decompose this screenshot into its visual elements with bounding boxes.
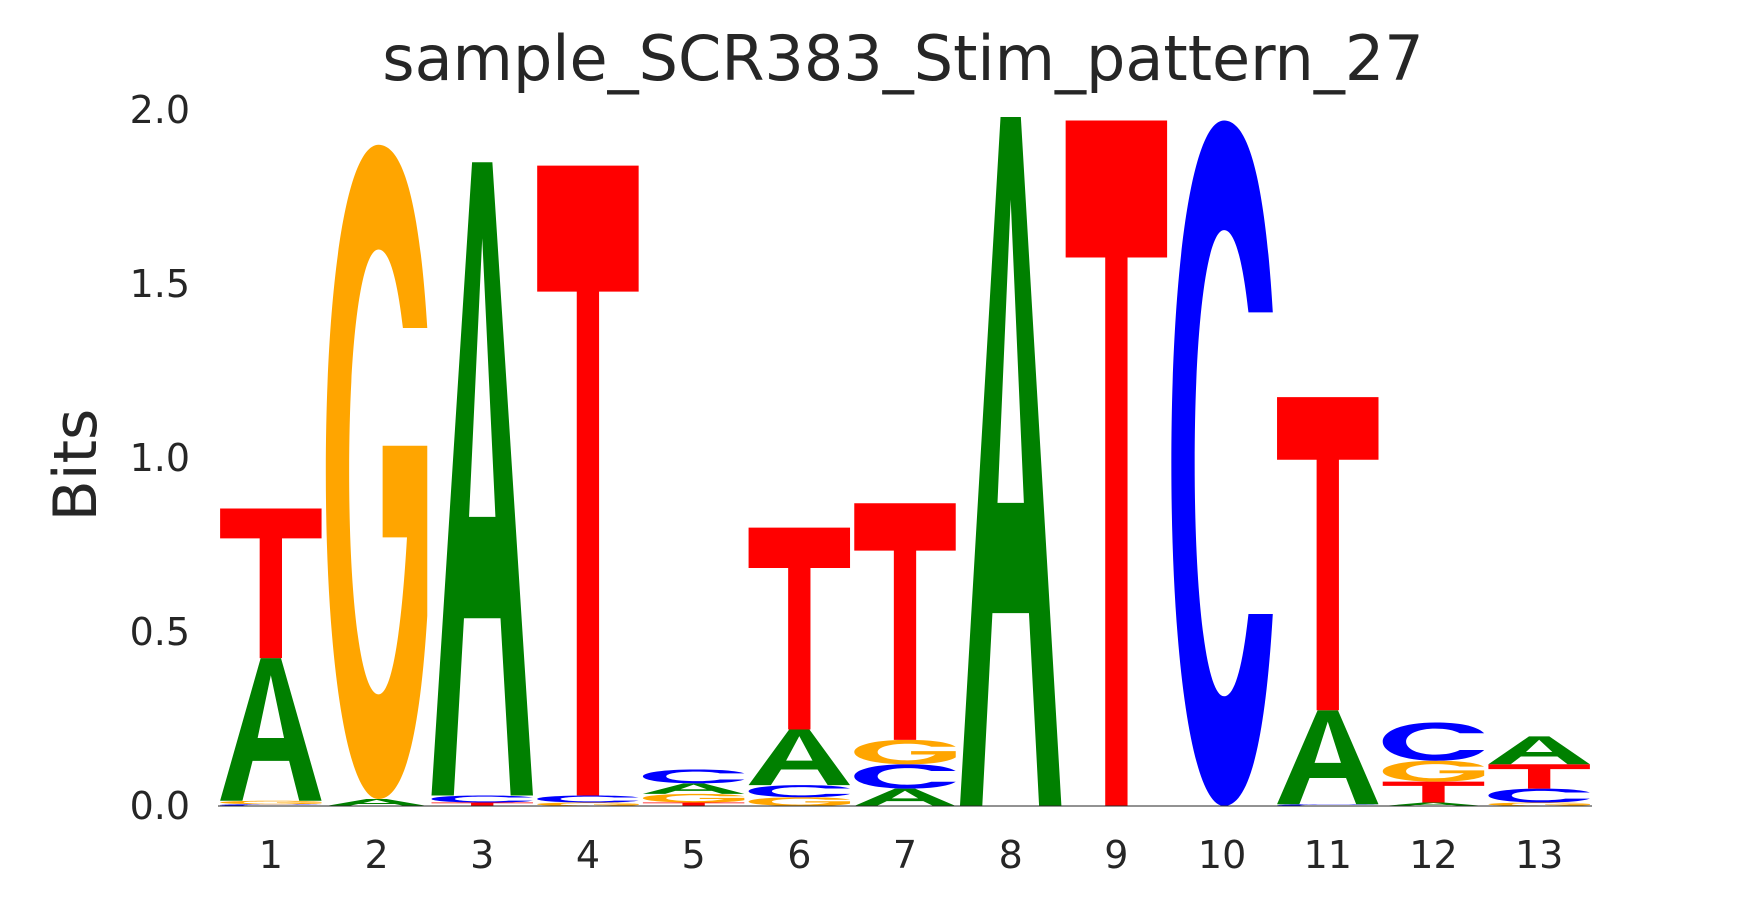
glyph-G-pos-12	[1382, 760, 1485, 782]
glyph-A-pos-12	[1382, 802, 1485, 806]
glyph-G-pos-6	[748, 797, 851, 806]
y-tick-label: 2.0	[130, 88, 190, 132]
x-tick-label: 2	[364, 833, 388, 877]
glyph-A-pos-5	[642, 783, 745, 794]
glyph-G-pos-2	[325, 144, 428, 800]
y-tick-label: 1.5	[130, 262, 190, 306]
glyph-C-pos-13	[1488, 788, 1590, 803]
glyph-A-pos-11	[1277, 710, 1379, 805]
glyph-T-pos-7	[854, 503, 956, 740]
glyph-C-pos-4	[537, 795, 639, 803]
glyph-C-pos-10	[1171, 120, 1273, 806]
glyph-T-pos-12	[1382, 781, 1485, 803]
x-tick-label: 11	[1304, 833, 1352, 877]
glyph-T-pos-1	[220, 508, 322, 659]
x-tick-label: 4	[576, 833, 600, 877]
glyph-C-pos-5	[642, 769, 745, 784]
glyph-A-pos-1	[220, 658, 322, 801]
x-tick-label: 1	[259, 833, 283, 877]
x-axis-ticks: 1 2 3 4 5 6 7 8 9 10 11 12 13	[259, 833, 1564, 877]
glyph-C-pos-6	[748, 785, 851, 798]
x-tick-label: 6	[787, 833, 811, 877]
glyph-A-pos-2	[325, 799, 428, 806]
x-tick-label: 9	[1104, 833, 1128, 877]
y-tick-label: 0.0	[130, 784, 190, 828]
y-axis-ticks: 0.0 0.5 1.0 1.5 2.0	[130, 88, 190, 828]
glyph-G-pos-4	[537, 802, 639, 806]
y-tick-label: 1.0	[130, 436, 190, 480]
glyph-A-pos-6	[748, 729, 851, 786]
glyph-G-pos-7	[854, 739, 956, 765]
glyph-T-pos-11	[1277, 397, 1379, 711]
x-tick-label: 12	[1409, 833, 1457, 877]
y-axis-label: Bits	[41, 409, 111, 522]
x-tick-label: 10	[1198, 833, 1246, 877]
x-tick-label: 3	[470, 833, 494, 877]
y-tick-label: 0.5	[130, 610, 190, 654]
x-tick-label: 7	[893, 833, 917, 877]
glyph-G-pos-1	[220, 800, 322, 805]
glyph-A-pos-3	[431, 162, 533, 796]
logo-glyphs	[220, 116, 1590, 806]
x-tick-label: 5	[682, 833, 706, 877]
glyph-T-pos-4	[537, 165, 639, 796]
glyph-G-pos-13	[1488, 802, 1590, 806]
chart-title: sample_SCR383_Stim_pattern_27	[382, 22, 1423, 95]
glyph-T-pos-13	[1488, 764, 1590, 789]
glyph-C-pos-7	[854, 764, 956, 789]
glyph-A-pos-13	[1488, 736, 1590, 765]
glyph-A-pos-7	[854, 788, 956, 806]
x-tick-label: 13	[1515, 833, 1563, 877]
glyph-G-pos-5	[642, 793, 745, 803]
glyph-C-pos-12	[1382, 722, 1485, 761]
glyph-T-pos-5	[642, 802, 745, 806]
x-tick-label: 8	[999, 833, 1023, 877]
glyph-T-pos-9	[1065, 120, 1168, 806]
glyph-T-pos-3	[431, 802, 533, 806]
glyph-A-pos-8	[959, 116, 1062, 806]
glyph-T-pos-6	[748, 527, 851, 730]
glyph-C-pos-3	[431, 795, 533, 803]
